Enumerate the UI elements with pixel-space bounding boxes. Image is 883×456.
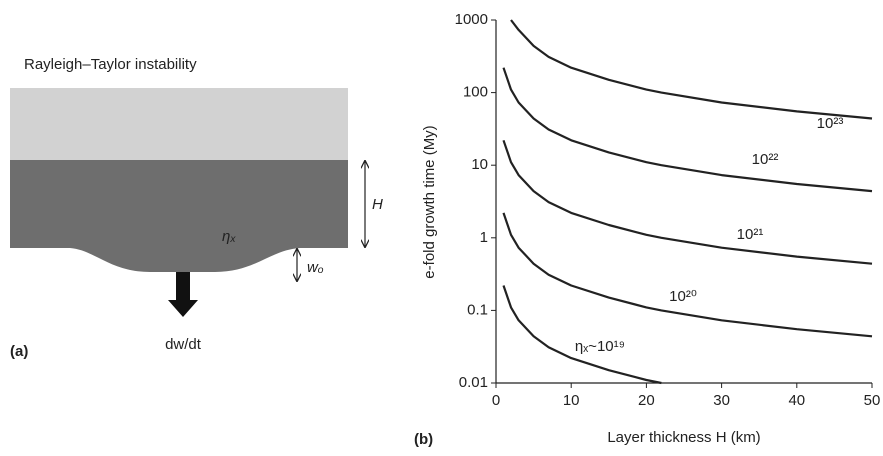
y-tick-label: 1 [480,229,488,246]
y-tick-label: 100 [463,84,488,101]
viscosity-label: ηₓ [222,228,236,245]
x-tick-label: 30 [713,392,730,409]
diagram-title: Rayleigh–Taylor instability [24,56,197,73]
y-tick-label: 10 [471,156,488,173]
x-tick-label: 10 [563,392,580,409]
deflection-label: wₒ [307,259,324,276]
curve [502,139,873,265]
rate-label: dw/dt [165,336,202,353]
lower-layer [10,160,348,272]
series-label: ηₓ~10¹⁹ [575,338,625,355]
x-axis-label: Layer thickness H (km) [607,429,760,446]
x-tick-label: 20 [638,392,655,409]
panel-label: (a) [10,343,28,360]
series-label: 10²³ [817,115,844,132]
y-tick-label: 0.1 [467,301,488,318]
series-label: 10²¹ [737,226,764,243]
sink-arrow [168,272,198,317]
curve [502,212,873,338]
thickness-label: H [372,196,383,213]
curve [510,19,873,120]
series-label: 10²⁰ [669,288,697,305]
upper-layer [10,88,348,160]
panel-label: (b) [414,431,433,448]
series-label: 10²² [752,151,779,168]
curve [502,67,873,193]
y-axis-label: e-fold growth time (My) [421,125,438,278]
y-tick-label: 0.01 [459,374,488,391]
curve [502,285,662,385]
x-tick-label: 40 [788,392,805,409]
y-tick-label: 1000 [455,11,488,28]
x-tick-label: 50 [864,392,881,409]
x-tick-label: 0 [492,392,500,409]
